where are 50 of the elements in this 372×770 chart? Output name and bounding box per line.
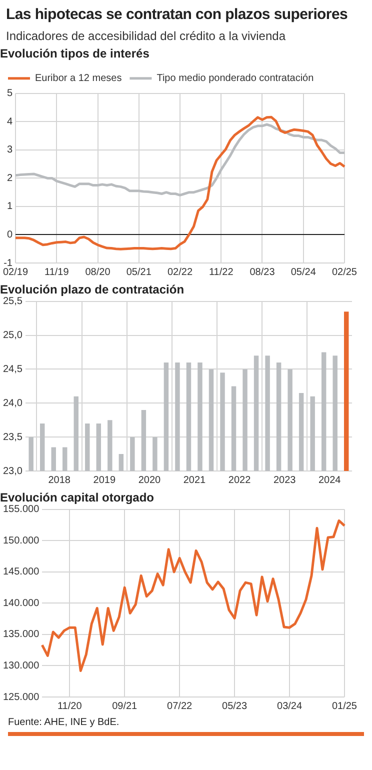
y-tick-label: 145.000 [2, 566, 40, 578]
y-tick-label: 23,5 [2, 432, 23, 443]
legend-label: Euribor a 12 meses [35, 73, 122, 84]
x-tick-label: 01/25 [332, 700, 358, 712]
y-tick-label: 125.000 [2, 692, 40, 703]
x-tick-label: 2021 [183, 474, 206, 486]
x-tick-label: 2022 [228, 474, 252, 486]
chart-title: Evolución capital otorgado [0, 490, 154, 505]
text: Indicadores de accesibilidad del crédito a la vivienda [6, 29, 287, 43]
y-tick-label: 155.000 [2, 504, 40, 516]
x-tick-label: 2019 [93, 474, 116, 486]
y-tick-label: 4 [6, 116, 13, 128]
x-tick-label: 03/24 [277, 700, 302, 712]
y-tick-label: 23,0 [2, 466, 23, 477]
chart-title: Evolución tipos de interés [0, 46, 150, 61]
x-tick-label: 2023 [273, 474, 296, 486]
y-tick-label: 1 [6, 201, 13, 212]
y-tick-label: 135.000 [2, 629, 40, 640]
y-tick-label: 5 [6, 88, 13, 100]
x-tick-label: 2018 [48, 474, 71, 486]
x-tick-label: 08/20 [85, 266, 111, 278]
x-tick-label: 05/24 [290, 266, 316, 278]
x-tick-label: 09/21 [112, 700, 138, 712]
y-tick-label: 24,0 [2, 398, 23, 409]
x-tick-label: 2024 [318, 474, 342, 486]
y-tick-label: 140.000 [2, 598, 40, 609]
y-tick-label: 150.000 [2, 535, 40, 546]
x-tick-label: 11/20 [57, 700, 82, 712]
x-tick-label: 07/22 [167, 700, 193, 712]
source-note: Fuente: AHE, INE y BdE. [7, 716, 120, 730]
x-tick-label: 08/23 [250, 266, 276, 278]
x-tick-label: 05/21 [126, 266, 152, 278]
x-tick-label: 02/22 [167, 266, 193, 278]
y-tick-label: 24,5 [2, 364, 23, 375]
x-tick-label: 11/19 [44, 266, 70, 278]
x-tick-label: 05/23 [222, 700, 248, 712]
text: Las hipotecas se contratan con plazos superiores [6, 6, 349, 23]
x-tick-label: 02/25 [332, 266, 358, 278]
y-tick-label: 25,0 [2, 330, 23, 342]
x-tick-label: 02/19 [2, 266, 28, 278]
y-tick-label: 25,5 [2, 296, 23, 308]
x-tick-label: 11/22 [208, 266, 234, 278]
y-tick-label: 130.000 [2, 660, 40, 672]
legend-label: Tipo medio ponderado contratación [156, 73, 314, 84]
chart-title: Evolución plazo de contratación [0, 282, 184, 297]
y-tick-label: 2 [6, 172, 13, 184]
y-tick-label: -1 [4, 258, 13, 269]
x-tick-label: 2020 [138, 474, 162, 486]
y-tick-label: 3 [6, 144, 13, 156]
y-tick-label: 0 [6, 229, 13, 240]
